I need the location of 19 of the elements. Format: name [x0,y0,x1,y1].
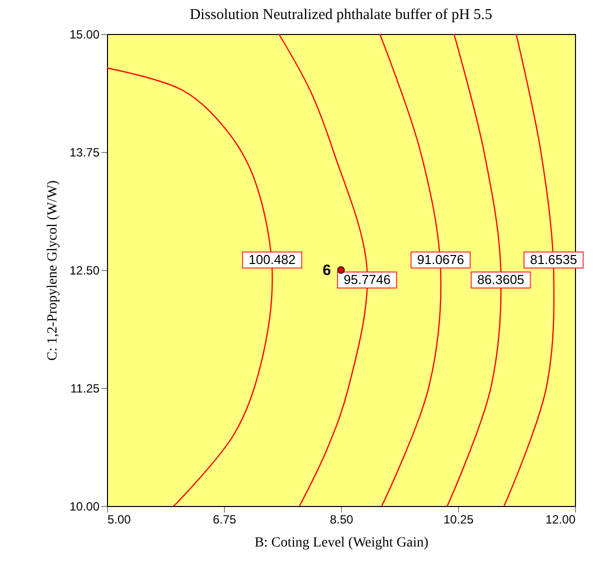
y-tick-label: 10.00 [69,500,100,514]
y-tick-label: 13.75 [69,146,100,160]
x-axis-title: B: Coting Level (Weight Gain) [254,536,429,550]
x-tick-label: 6.75 [212,512,236,526]
x-tick-label: 8.50 [330,512,354,526]
annotation: 6 [322,262,331,279]
series-label: 95.7746 [344,272,391,287]
x-tick-label: 12.00 [545,512,576,526]
series-label: 86.3605 [477,272,524,287]
chart-title: Dissolution Neutralized phthalate buffer of pH 5.5 [190,7,492,23]
series-label: 91.0676 [417,252,464,267]
series-label: 100.482 [248,252,296,267]
y-tick-label: 15.00 [69,28,100,42]
x-tick-label: 5.00 [108,512,132,526]
series-label: 81.6535 [530,252,578,267]
x-tick-label: 10.25 [443,512,474,526]
y-tick-label: 12.50 [69,264,100,278]
y-tick-label: 11.25 [70,382,100,396]
y-axis-title: C: 1,2-Propylene Glycol (W/W) [45,180,60,361]
